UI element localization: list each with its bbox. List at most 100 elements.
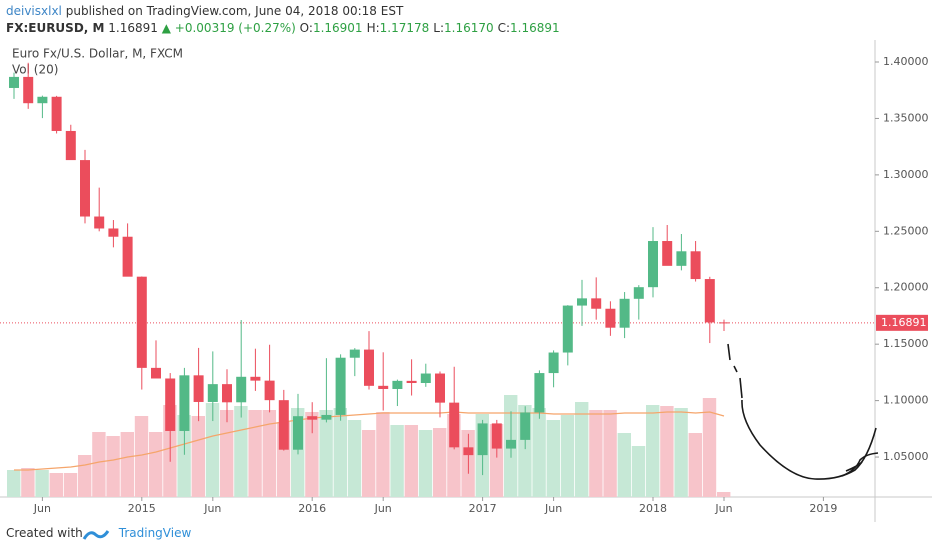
volume-bar: [7, 470, 21, 497]
ohlc-label: O:: [299, 21, 313, 35]
volume-bar: [376, 412, 390, 497]
ohlc-value: 1.17178: [379, 21, 430, 35]
candle-body: [406, 380, 417, 384]
hand-curve-2: [841, 452, 879, 477]
candle-body: [378, 385, 389, 389]
x-tick-label: Jun: [714, 502, 732, 515]
created-with: Created with: [6, 526, 83, 540]
header: deivisxlxl published on TradingView.com,…: [6, 3, 564, 37]
candle-body: [619, 298, 630, 328]
volume-bar: [78, 455, 92, 497]
volume-bar: [347, 420, 362, 497]
y-tick-label: 1.40000: [883, 55, 929, 68]
ohlc-label: H:: [366, 21, 380, 35]
brand[interactable]: TradingView: [118, 526, 192, 540]
x-tick-label: Jun: [33, 502, 51, 515]
candle-body: [562, 305, 573, 353]
candle-body: [51, 96, 62, 131]
symbol: FX:EURUSD, M: [6, 21, 105, 35]
volume-bar: [220, 410, 234, 497]
candle-body: [435, 373, 445, 403]
candle-body: [37, 96, 48, 104]
candle-body: [236, 376, 247, 403]
candle-body: [477, 423, 488, 456]
y-tick-label: 1.10000: [883, 394, 929, 407]
volume-bar: [248, 410, 262, 497]
logo-wave: [82, 530, 110, 540]
candle-body: [534, 373, 545, 413]
last-price-label: 1.16891: [881, 316, 927, 329]
candle-body: [122, 236, 133, 277]
volume-bar: [305, 412, 319, 497]
candle-body: [605, 308, 616, 328]
candle-body: [278, 400, 289, 450]
volume-bar: [106, 436, 120, 497]
volume-bar: [390, 425, 404, 497]
ohlc-label: C:: [497, 21, 511, 35]
volume-bar: [234, 406, 248, 497]
logo: [82, 530, 110, 540]
volume-bar: [646, 405, 660, 497]
candle-body: [80, 160, 90, 217]
candle-body: [307, 416, 318, 420]
volume-bar: [191, 416, 205, 497]
volume-bar: [560, 415, 575, 497]
chart-title: Euro Fx/U.S. Dollar, M, FXCM: [12, 47, 183, 61]
candle-body: [392, 380, 403, 389]
candle-body: [349, 349, 360, 358]
candle-body: [633, 287, 644, 299]
candle-body: [108, 228, 119, 237]
candle-body: [23, 76, 34, 104]
x-tick-label: 2018: [639, 502, 667, 515]
candle-body: [335, 357, 346, 415]
candle-body: [676, 251, 687, 266]
candle-body: [463, 447, 474, 456]
volume-bar: [134, 416, 149, 497]
candle-body: [364, 349, 374, 386]
y-tick-label: 1.15000: [883, 337, 929, 350]
candle-body: [548, 352, 559, 374]
ohlc-value: 1.16901: [312, 21, 363, 35]
candle-body: [690, 251, 701, 280]
y-tick-label: 1.25000: [883, 224, 929, 237]
drawing: [727, 343, 879, 480]
volume-bar: [149, 432, 163, 497]
volume-bar: [92, 432, 106, 497]
x-tick-label: 2017: [469, 502, 497, 515]
candle-body: [250, 376, 261, 381]
candle-body: [449, 402, 460, 448]
ohlc-value: 1.16891: [510, 21, 560, 35]
candle-body: [165, 378, 176, 431]
candle-body: [9, 76, 19, 88]
x-tick-label: 2019: [809, 502, 837, 515]
marks: 1.05000 1.10000 1.15000 1.20000 1.25000 1.300…: [0, 55, 929, 515]
volume-bar: [532, 408, 546, 497]
volume-bar: [660, 406, 674, 497]
volume-bar: [717, 492, 731, 497]
price: 1.16891: [108, 21, 158, 35]
volume-bar: [35, 470, 49, 497]
candle-body: [704, 279, 715, 323]
candle-body: [577, 298, 587, 306]
candle-body: [648, 241, 658, 288]
footer: Created with TradingView: [6, 526, 191, 540]
y-tick-label: 1.35000: [883, 111, 929, 124]
candle-body: [193, 375, 204, 402]
volume-bar: [262, 410, 276, 497]
x-tick-label: 2015: [128, 502, 156, 515]
ohlc-value: 1.16170: [444, 21, 494, 35]
volume-bar: [589, 410, 603, 497]
last-price-box: [876, 314, 928, 331]
volume-bar: [21, 468, 35, 497]
volume-bar: [674, 408, 688, 497]
volume-label: Vol (20): [12, 63, 58, 77]
candle-body: [491, 423, 502, 449]
x-tick-label: 2016: [298, 502, 326, 515]
published: published on TradingView.com, June 04, 2…: [65, 4, 404, 18]
candle-body: [420, 373, 431, 384]
volume-bar: [702, 398, 717, 497]
username[interactable]: deivisxlxl: [6, 4, 62, 18]
candle-body: [264, 380, 275, 401]
volume-bar: [49, 473, 63, 497]
